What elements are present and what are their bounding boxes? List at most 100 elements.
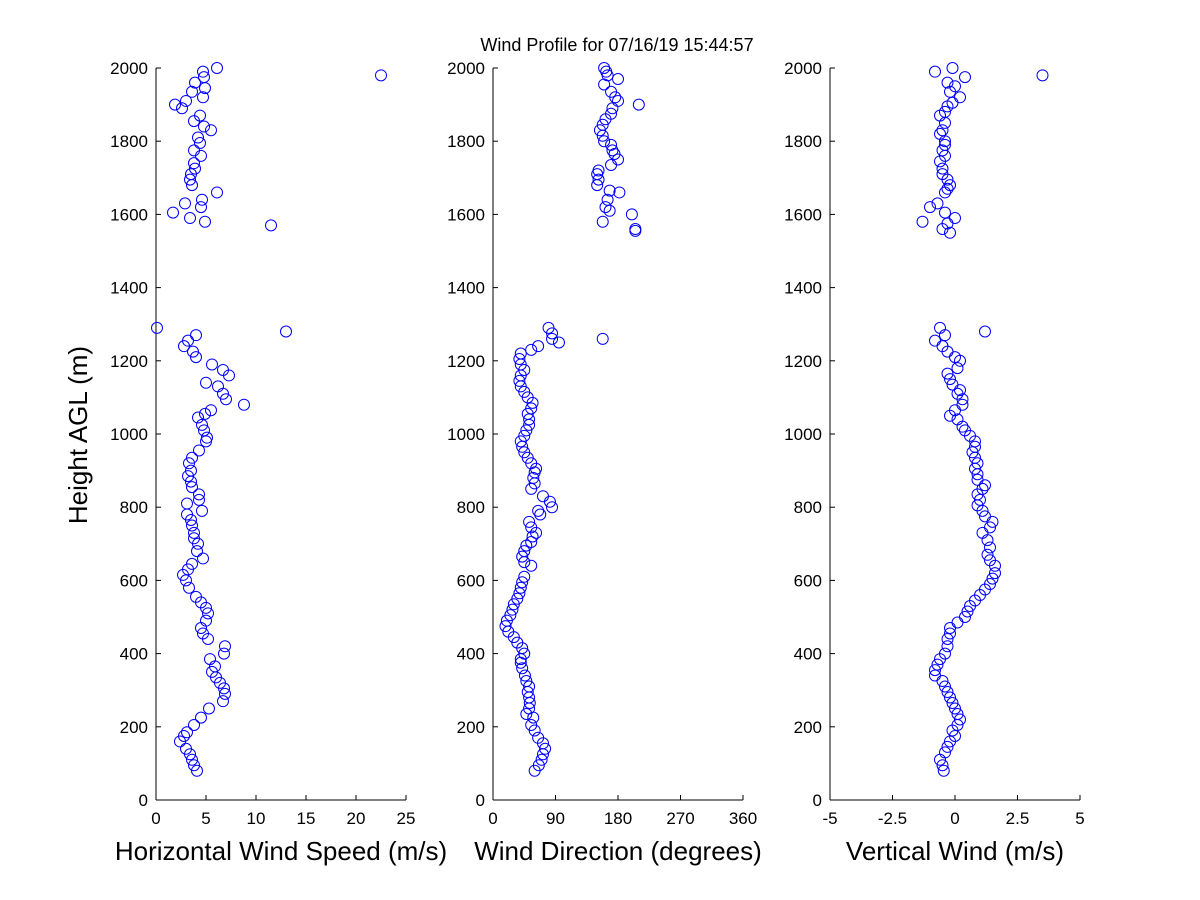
data-point <box>954 91 966 104</box>
data-point <box>167 206 179 219</box>
y-tick-label: 1400 <box>110 279 148 298</box>
data-point <box>198 120 210 133</box>
data-point <box>198 424 210 437</box>
data-point <box>546 501 559 514</box>
data-point <box>929 669 941 682</box>
data-point <box>186 451 198 464</box>
data-point <box>203 702 215 715</box>
data-point <box>520 707 533 720</box>
x-tick-label: -5 <box>822 809 837 828</box>
y-tick-label: 400 <box>120 645 148 664</box>
data-point <box>969 440 981 453</box>
data-point <box>979 325 991 338</box>
data-point <box>939 746 951 759</box>
data-point <box>185 464 197 477</box>
data-point <box>219 640 231 653</box>
data-point <box>169 98 181 111</box>
data-point <box>188 526 200 539</box>
data-point <box>184 212 196 225</box>
data-point <box>941 686 954 699</box>
data-point <box>526 530 539 543</box>
data-point <box>193 493 205 506</box>
data-point <box>193 488 205 501</box>
data-point <box>182 470 194 483</box>
y-tick-label: 1800 <box>110 132 148 151</box>
data-point <box>946 62 959 74</box>
data-point <box>939 680 951 693</box>
x-tick-label: -2.5 <box>878 809 907 828</box>
data-point <box>989 567 1001 580</box>
data-point <box>525 718 538 731</box>
data-point <box>949 729 961 742</box>
data-point <box>518 545 531 558</box>
data-point <box>520 675 533 688</box>
data-point <box>981 548 994 561</box>
panel-2: 0 200 400 600 800 1000 1200 1400 1600 1800 2000 0 90… <box>447 59 762 866</box>
data-point <box>979 479 991 492</box>
y-tick-label: 200 <box>457 718 485 737</box>
data-point <box>191 545 203 558</box>
data-point <box>181 726 193 739</box>
data-point <box>592 173 605 186</box>
data-point <box>238 398 250 411</box>
data-point <box>183 581 195 594</box>
data-point <box>937 764 950 777</box>
data-point <box>949 702 961 715</box>
data-point <box>601 193 614 206</box>
data-point <box>188 718 200 731</box>
data-point <box>929 664 941 677</box>
y-tick-label: 1200 <box>447 352 485 371</box>
y-tick-label: 2000 <box>110 59 148 78</box>
data-point <box>217 695 229 708</box>
data-point <box>504 609 517 622</box>
x-tick-label: 5 <box>201 809 210 828</box>
data-point <box>946 697 959 710</box>
y-axis-label: Height AGL (m) <box>63 346 93 524</box>
data-point <box>189 162 201 175</box>
data-point <box>936 162 949 175</box>
data-point <box>188 144 200 157</box>
data-point <box>499 620 512 633</box>
data-point <box>178 729 190 742</box>
data-point <box>941 640 954 653</box>
data-point <box>211 62 223 74</box>
data-point <box>532 504 545 517</box>
data-point <box>936 144 949 157</box>
data-point <box>951 362 964 375</box>
y-tick-label: 600 <box>120 571 148 590</box>
data-point <box>956 420 969 433</box>
data-point <box>518 570 531 583</box>
x-tick-label: 20 <box>347 809 366 828</box>
data-point <box>518 669 531 682</box>
y-tick-label: 1800 <box>784 132 822 151</box>
data-point <box>199 407 211 420</box>
x-tick-label: 5 <box>1075 809 1084 828</box>
data-point <box>596 215 609 228</box>
data-point <box>939 105 951 118</box>
data-point <box>197 627 209 640</box>
data-point <box>151 321 163 334</box>
data-point <box>220 393 232 406</box>
data-point <box>934 321 946 334</box>
data-point <box>936 168 949 181</box>
data-point <box>939 138 951 151</box>
y-tick-label: 600 <box>794 571 822 590</box>
data-point <box>951 707 964 720</box>
data-point <box>527 471 540 484</box>
data-point <box>629 224 642 237</box>
data-point <box>194 137 206 150</box>
data-point <box>931 658 944 671</box>
data-point <box>959 611 971 623</box>
data-point <box>518 446 531 459</box>
data-point <box>196 504 208 517</box>
data-point <box>280 325 292 338</box>
data-point <box>513 352 526 365</box>
data-point <box>516 550 529 563</box>
data-point <box>206 358 218 371</box>
y-tick-label: 0 <box>139 791 148 810</box>
data-point <box>944 373 956 386</box>
data-point <box>959 424 971 437</box>
data-point <box>971 473 984 486</box>
data-point <box>180 94 192 107</box>
